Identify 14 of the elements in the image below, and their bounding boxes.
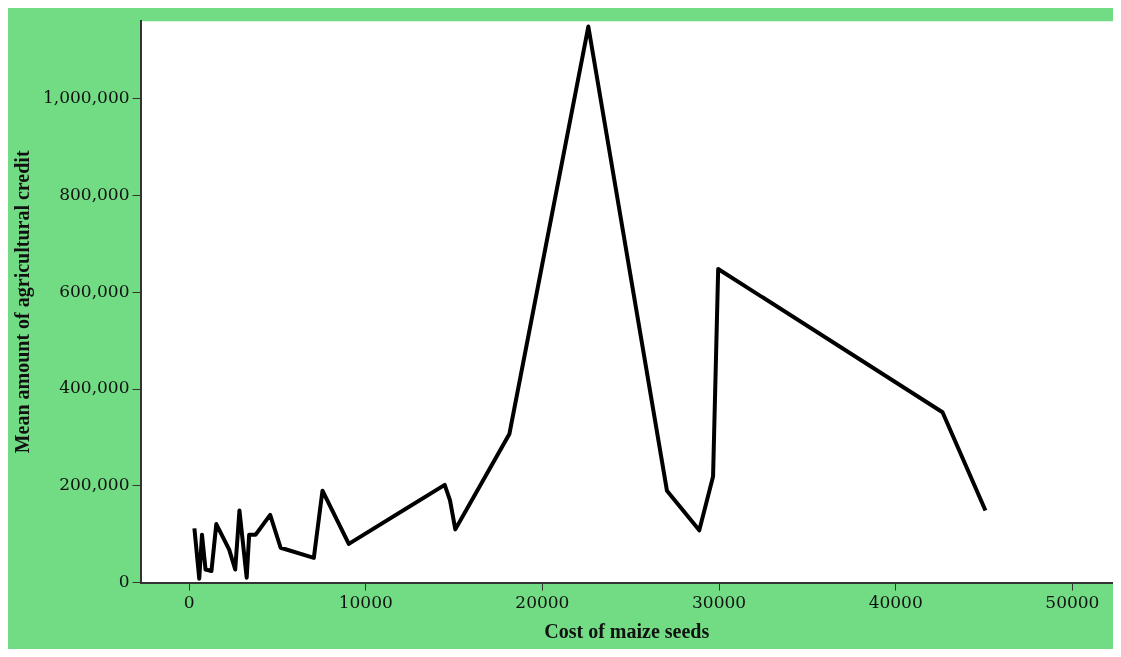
x-tick-label: 20000 [515, 592, 570, 613]
x-tick-label: 50000 [1045, 592, 1100, 613]
y-tick-label: 800,000 [59, 183, 130, 204]
y-tick-label: 600,000 [59, 280, 130, 301]
x-axis-title: Cost of maize seeds [544, 620, 710, 643]
y-tick-label: 0 [118, 571, 130, 592]
y-tick-label: 200,000 [59, 474, 130, 495]
y-tick-label: 1,000,000 [42, 87, 130, 108]
x-tick-label: 10000 [338, 592, 393, 613]
x-tick-label: 0 [183, 592, 195, 613]
x-tick-label: 40000 [868, 592, 923, 613]
y-tick-label: 400,000 [59, 377, 130, 398]
y-axis-title: Mean amount of agricultural credit [11, 150, 35, 454]
x-tick-label: 30000 [692, 592, 747, 613]
